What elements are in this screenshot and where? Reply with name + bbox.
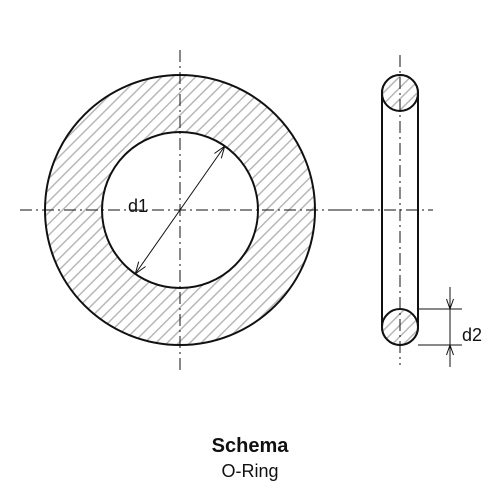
caption-subtitle: O-Ring xyxy=(0,461,500,482)
caption-title: Schema xyxy=(0,435,500,458)
dimension-label-d2: d2 xyxy=(462,325,482,346)
diagram-canvas: Schema O-Ring d1 d2 xyxy=(0,0,500,500)
oring-svg xyxy=(0,0,500,500)
dimension-label-d1: d1 xyxy=(128,196,148,217)
